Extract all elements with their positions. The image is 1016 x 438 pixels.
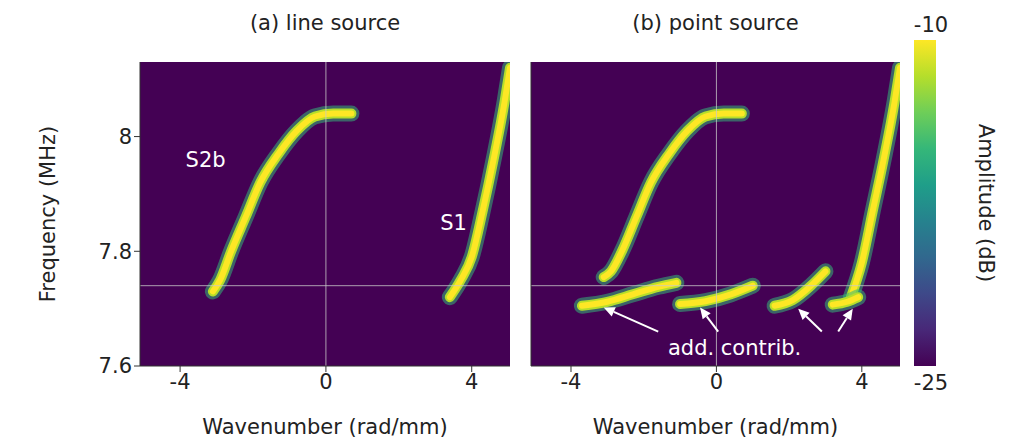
svg-text:0: 0 (710, 370, 723, 394)
svg-text:Amplitude (dB): Amplitude (dB) (974, 124, 998, 282)
svg-text:(b) point source: (b) point source (632, 11, 798, 35)
svg-text:Frequency (MHz): Frequency (MHz) (36, 126, 60, 302)
svg-text:7.8: 7.8 (99, 240, 132, 264)
svg-text:-10: -10 (914, 13, 948, 37)
svg-text:Wavenumber (rad/mm): Wavenumber (rad/mm) (593, 415, 838, 438)
svg-text:-4: -4 (561, 370, 582, 394)
svg-text:-25: -25 (914, 371, 948, 395)
svg-text:4: 4 (855, 370, 868, 394)
svg-text:(a) line source: (a) line source (250, 11, 400, 35)
svg-text:S2b: S2b (186, 148, 226, 172)
svg-text:S1: S1 (440, 211, 467, 235)
svg-text:0: 0 (319, 370, 332, 394)
svg-text:Wavenumber (rad/mm): Wavenumber (rad/mm) (202, 415, 447, 438)
svg-text:-4: -4 (170, 370, 191, 394)
svg-text:add. contrib.: add. contrib. (668, 336, 801, 360)
svg-text:7.6: 7.6 (99, 354, 132, 378)
svg-text:4: 4 (465, 370, 478, 394)
svg-text:8: 8 (119, 125, 132, 149)
